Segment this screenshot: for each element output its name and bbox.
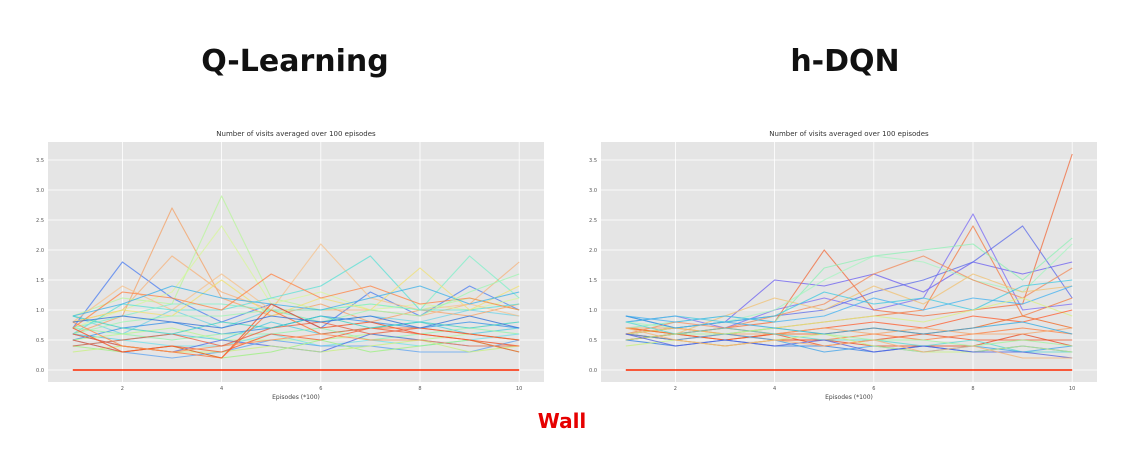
series-line-9: [72, 255, 520, 329]
x-tick-label: 2: [121, 386, 124, 392]
hdqn-chart: Number of visits averaged over 100 episo…: [589, 130, 1097, 401]
x-tick-label: 2: [674, 386, 677, 392]
q-learning-chart: Number of visits averaged over 100 episo…: [36, 130, 544, 401]
plot-area: [48, 142, 544, 382]
y-tick-label: 0.0: [589, 368, 597, 374]
x-tick-label: 10: [1069, 386, 1075, 392]
y-tick-label: 0.5: [36, 338, 44, 344]
series-line-26: [72, 321, 520, 353]
series-line-11: [625, 285, 1073, 323]
x-tick-label: 4: [220, 386, 223, 392]
x-axis-label: Episodes (*100): [825, 394, 873, 401]
series-line-20: [72, 339, 520, 359]
x-tick-label: 6: [319, 386, 322, 392]
y-tick-label: 1.0: [36, 308, 44, 314]
series-line-12: [72, 285, 520, 317]
y-tick-label: 0.0: [36, 368, 44, 374]
y-tick-label: 2.0: [589, 248, 597, 254]
x-tick-label: 10: [516, 386, 522, 392]
plot-title: Number of visits averaged over 100 episo…: [216, 130, 376, 138]
series-line-27: [72, 321, 520, 347]
y-tick-label: 2.0: [36, 248, 44, 254]
y-tick-label: 2.5: [589, 218, 597, 224]
x-tick-label: 8: [418, 386, 421, 392]
y-tick-label: 0.5: [589, 338, 597, 344]
hdqn-heading: h-DQN: [790, 44, 900, 79]
q-learning-heading: Q-Learning: [201, 44, 389, 79]
series-line-7: [72, 243, 520, 323]
x-axis-label: Episodes (*100): [272, 394, 320, 401]
y-tick-label: 1.5: [589, 278, 597, 284]
y-tick-label: 3.5: [36, 158, 44, 164]
series-line-22: [625, 327, 1073, 347]
series-line-26: [625, 315, 1073, 335]
plot-title: Number of visits averaged over 100 episo…: [769, 130, 929, 138]
y-tick-label: 1.5: [36, 278, 44, 284]
y-tick-label: 2.5: [36, 218, 44, 224]
x-tick-label: 4: [773, 386, 776, 392]
series-line-28: [72, 315, 520, 335]
wall-annotation: Wall: [537, 409, 587, 433]
x-tick-label: 8: [971, 386, 974, 392]
series-line-29: [72, 315, 520, 329]
y-tick-label: 3.0: [589, 188, 597, 194]
y-tick-label: 3.5: [589, 158, 597, 164]
y-tick-label: 3.0: [36, 188, 44, 194]
series-line-8: [72, 255, 520, 335]
y-tick-label: 1.0: [589, 308, 597, 314]
x-tick-label: 6: [872, 386, 875, 392]
series-line-25: [625, 327, 1073, 359]
